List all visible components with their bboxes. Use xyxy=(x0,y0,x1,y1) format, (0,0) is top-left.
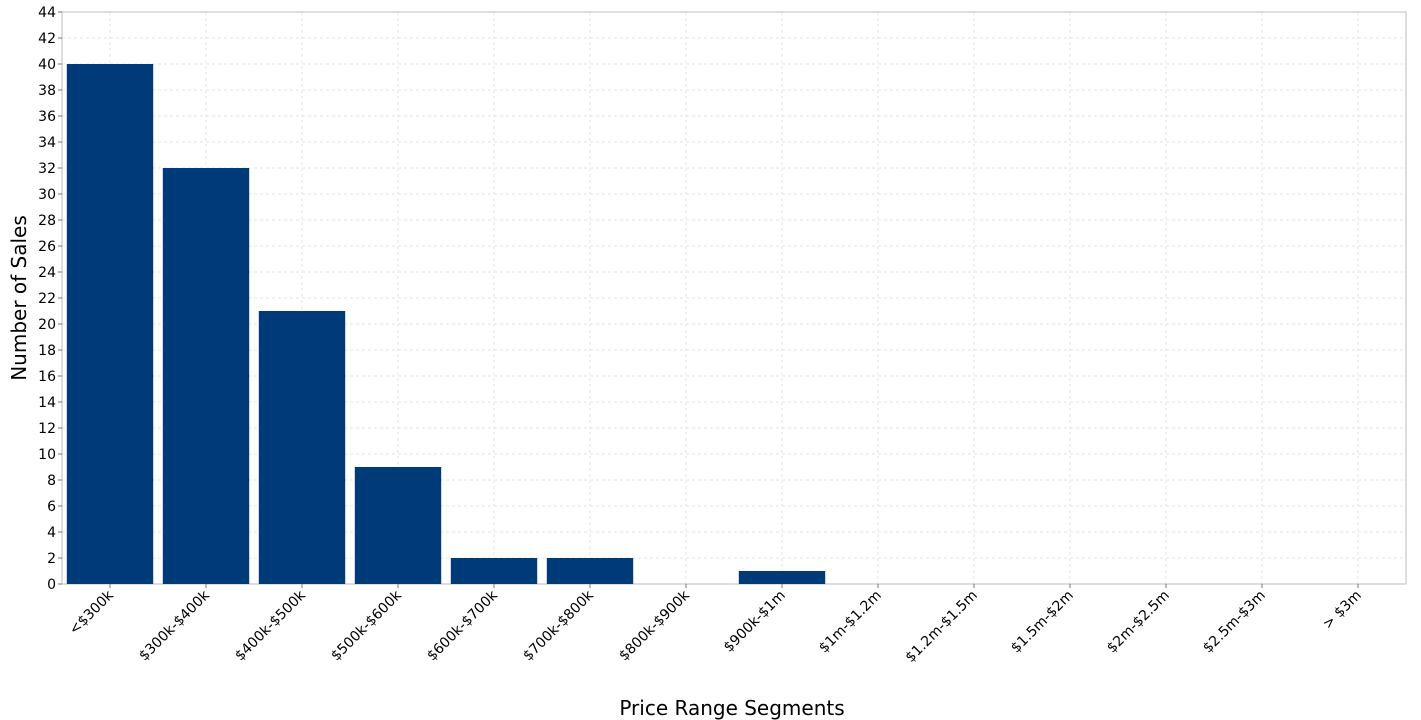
x-tick-label: $600k-$700k xyxy=(424,587,501,664)
y-tick-label: 18 xyxy=(38,343,56,359)
bar xyxy=(162,168,250,584)
x-tick-label: > $3m xyxy=(1320,588,1365,633)
x-tick-label: $1.2m-$1.5m xyxy=(903,588,981,666)
y-tick-label: 20 xyxy=(38,317,56,333)
bar xyxy=(66,64,154,584)
bar xyxy=(738,571,826,584)
y-tick-label: 6 xyxy=(47,499,56,515)
y-tick-label: 16 xyxy=(38,369,56,385)
x-tick-label: $2.5m-$3m xyxy=(1200,588,1269,657)
y-tick-label: 24 xyxy=(38,265,56,281)
y-tick-label: 44 xyxy=(38,5,56,21)
y-tick-label: 32 xyxy=(38,161,56,177)
y-tick-label: 12 xyxy=(38,421,56,437)
x-tick-label: $700k-$800k xyxy=(520,587,597,664)
x-tick-label: <$300k xyxy=(66,587,117,638)
x-tick-label: $900k-$1m xyxy=(721,588,789,656)
bar xyxy=(258,311,346,584)
bars xyxy=(66,64,826,584)
y-axis-title: Number of Sales xyxy=(7,215,31,381)
x-axis: <$300k $300k-$400k $400k-$500k $500k-$600k $… xyxy=(66,584,1365,666)
y-tick-label: 30 xyxy=(38,187,56,203)
y-tick-label: 8 xyxy=(47,473,56,489)
x-axis-title: Price Range Segments xyxy=(619,696,844,720)
y-tick-label: 2 xyxy=(47,551,56,567)
x-tick-label: $1m-$1.2m xyxy=(816,588,885,657)
y-tick-label: 42 xyxy=(38,31,56,47)
y-tick-label: 36 xyxy=(38,109,56,125)
y-tick-label: 38 xyxy=(38,83,56,99)
x-tick-label: $500k-$600k xyxy=(328,587,405,664)
x-tick-label: $400k-$500k xyxy=(232,587,309,664)
y-tick-label: 14 xyxy=(38,395,56,411)
y-tick-label: 40 xyxy=(38,57,56,73)
x-tick-label: $800k-$900k xyxy=(616,587,693,664)
y-tick-label: 4 xyxy=(47,525,56,541)
y-tick-label: 34 xyxy=(38,135,56,151)
y-tick-label: 10 xyxy=(38,447,56,463)
x-tick-label: $2m-$2.5m xyxy=(1104,588,1173,657)
y-tick-label: 0 xyxy=(47,577,56,593)
x-tick-label: $1.5m-$2m xyxy=(1008,588,1077,657)
y-tick-label: 26 xyxy=(38,239,56,255)
bar xyxy=(450,558,538,584)
y-axis: 0246810121416182022242628303234363840424… xyxy=(38,5,62,593)
bar xyxy=(354,467,442,584)
y-tick-label: 28 xyxy=(38,213,56,229)
y-tick-label: 22 xyxy=(38,291,56,307)
bar xyxy=(546,558,634,584)
x-tick-label: $300k-$400k xyxy=(136,587,213,664)
